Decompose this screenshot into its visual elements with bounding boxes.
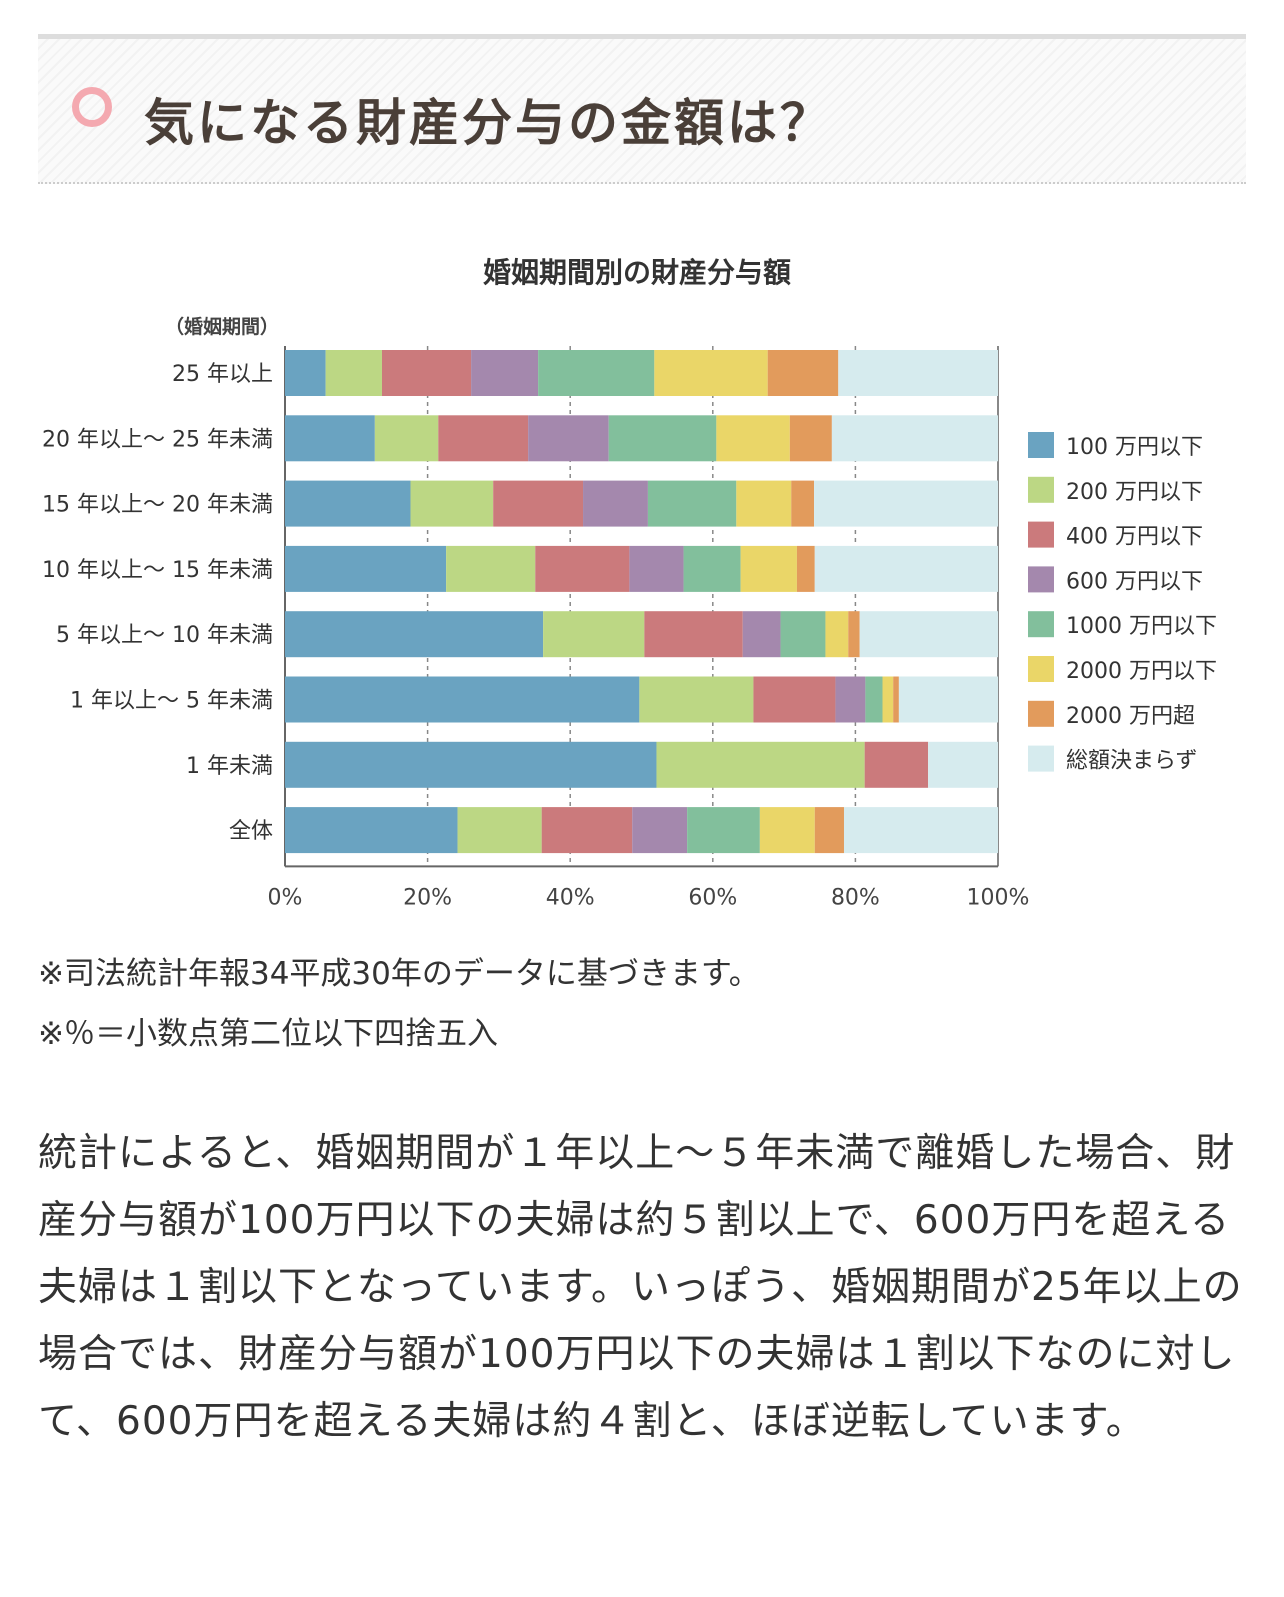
- legend-swatch: [1028, 745, 1054, 772]
- bar-segment: [814, 480, 998, 527]
- bar-segment: [457, 807, 542, 854]
- bar-segment: [639, 676, 754, 723]
- bar-segment: [285, 350, 326, 396]
- bar-segment: [285, 807, 458, 854]
- bar-segment: [493, 480, 584, 527]
- bar-segment: [285, 415, 375, 462]
- source-note: ※司法統計年報34平成30年のデータに基づきます。: [38, 956, 760, 992]
- x-tick-label: 20%: [403, 885, 452, 910]
- bar-segment: [285, 611, 544, 658]
- bar-segment: [789, 415, 832, 462]
- category-label: 25 年以上: [172, 362, 273, 387]
- category-label: 10 年以上～ 15 年未満: [42, 558, 273, 583]
- bar-segment: [654, 350, 768, 396]
- bar-segment: [898, 676, 998, 723]
- bar-segment: [446, 545, 536, 592]
- bar-segment: [410, 480, 494, 527]
- bar-segment: [583, 480, 648, 527]
- bar-segment: [538, 350, 655, 396]
- x-tick-label: 100%: [967, 885, 1030, 910]
- bar-segment: [683, 545, 741, 592]
- bar-segment: [285, 741, 657, 788]
- x-tick-label: 60%: [688, 885, 737, 910]
- body-paragraph: 統計によると、婚姻期間が１年以上～５年未満で離婚した場合、財産分与額が100万円…: [38, 1131, 1243, 1444]
- bar-segment: [438, 415, 529, 462]
- stacked-bar-chart: 婚姻期間別の財産分与額 （婚姻期間） 0% 20% 40% 60% 80% 100% 25 年以…: [42, 256, 1217, 910]
- bar-segment: [285, 480, 411, 527]
- legend-swatch: [1028, 656, 1054, 682]
- bar-segment: [831, 415, 998, 462]
- bar-segment: [848, 611, 860, 658]
- bar-segment: [865, 676, 883, 723]
- bar-segment: [835, 676, 866, 723]
- category-label: 5 年以上～ 10 年未満: [56, 623, 273, 648]
- circle-icon: [72, 87, 112, 127]
- legend-label: 総額決まらず: [1066, 749, 1198, 774]
- section-heading: 気になる財産分与の金額は？: [38, 34, 1246, 184]
- bar-segment: [928, 741, 998, 788]
- bar-segment: [893, 676, 899, 723]
- bar-segment: [838, 350, 998, 396]
- y-axis-label: （婚姻期間）: [165, 315, 279, 338]
- legend-swatch: [1028, 566, 1054, 593]
- legend-label: 400 万円以下: [1066, 525, 1203, 550]
- bar-segment: [780, 611, 826, 658]
- category-label: 1 年以上～ 5 年未満: [70, 689, 273, 714]
- legend-swatch: [1028, 611, 1054, 638]
- legend-swatch: [1028, 476, 1054, 503]
- bar-segment: [541, 807, 633, 854]
- legend-label: 1000 万円以下: [1066, 614, 1217, 639]
- bar-segment: [843, 807, 998, 854]
- category-label: 20 年以上～ 25 年未満: [42, 427, 273, 452]
- legend-label: 200 万円以下: [1066, 480, 1203, 505]
- legend-label: 2000 万円超: [1066, 704, 1195, 729]
- x-tick-label: 40%: [546, 885, 595, 910]
- bar-segment: [740, 545, 797, 592]
- bar-segment: [791, 480, 815, 527]
- category-label: 15 年以上～ 20 年未満: [42, 493, 273, 518]
- bar-segment: [859, 611, 998, 658]
- bar-segment: [767, 350, 839, 396]
- bar-segment: [759, 807, 815, 854]
- bar-segment: [381, 350, 472, 396]
- bar-segment: [882, 676, 894, 723]
- bar-segment: [742, 611, 781, 658]
- bar-segment: [374, 415, 439, 462]
- bar-segment: [753, 676, 836, 723]
- bar-segment: [535, 545, 630, 592]
- bar-segment: [716, 415, 790, 462]
- bar-segment: [736, 480, 792, 527]
- legend-swatch: [1028, 521, 1054, 548]
- bar-segment: [814, 807, 844, 854]
- bar-segment: [647, 480, 737, 527]
- bar-segment: [656, 741, 865, 788]
- bar-segment: [644, 611, 743, 658]
- bar-segment: [814, 545, 998, 592]
- bar-segment: [285, 676, 640, 723]
- section-heading-text: 気になる財産分与の金額は？: [144, 94, 833, 152]
- bar-segment: [825, 611, 849, 658]
- bar-segment: [285, 545, 447, 592]
- legend-label: 2000 万円以下: [1066, 659, 1217, 684]
- bar-segment: [608, 415, 717, 462]
- bar-segment: [543, 611, 645, 658]
- chart-title: 婚姻期間別の財産分与額: [483, 256, 791, 289]
- bar-segment: [687, 807, 760, 854]
- legend-swatch: [1028, 700, 1054, 727]
- x-tick-label: 80%: [831, 885, 880, 910]
- legend-swatch: [1028, 432, 1054, 458]
- bar-segment: [864, 741, 929, 788]
- legend-label: 600 万円以下: [1066, 569, 1203, 594]
- category-label: 1 年未満: [186, 754, 273, 779]
- bar-segment: [629, 545, 684, 592]
- bar-segment: [796, 545, 815, 592]
- bar-segment: [632, 807, 688, 854]
- bar-segment: [528, 415, 609, 462]
- x-tick-label: 0%: [268, 885, 303, 910]
- category-label: 全体: [229, 819, 273, 844]
- bar-segment: [325, 350, 382, 396]
- legend-label: 100 万円以下: [1066, 435, 1203, 460]
- rounding-note: ※％＝小数点第二位以下四捨五入: [38, 1016, 498, 1052]
- bar-segment: [471, 350, 539, 396]
